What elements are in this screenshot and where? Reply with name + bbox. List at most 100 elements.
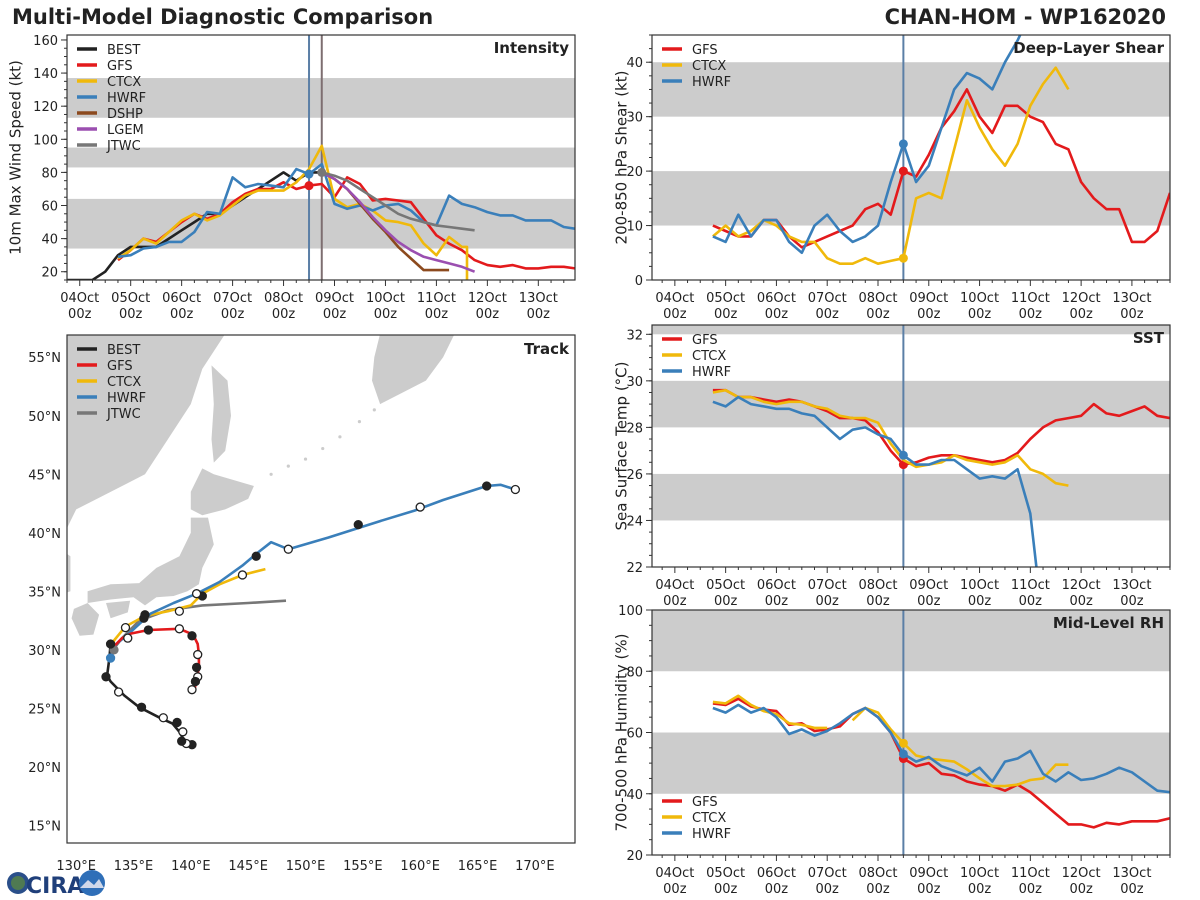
y-tick-label: 120 bbox=[33, 100, 58, 115]
y-axis-label: 200-850 hPa Shear (kt) bbox=[613, 71, 631, 245]
y-tick-label: 80 bbox=[626, 665, 643, 680]
lat-tick-label: 25°N bbox=[28, 702, 61, 717]
track-point-best bbox=[158, 713, 168, 723]
series-line-lgem bbox=[321, 171, 476, 273]
series-marker-hwrf bbox=[304, 169, 314, 179]
legend-label-ctcx: CTCX bbox=[107, 75, 141, 90]
track-point-best bbox=[178, 727, 188, 737]
island bbox=[269, 472, 273, 476]
x-tick-label: 00z bbox=[323, 307, 347, 322]
threshold-band bbox=[652, 325, 1170, 335]
x-tick-label: 12Oct bbox=[468, 291, 507, 306]
y-tick-label: 0 bbox=[635, 274, 643, 289]
panel-title: SST bbox=[1133, 329, 1165, 347]
cira-logo: CIRA bbox=[4, 868, 106, 898]
track-point-ctcx bbox=[237, 570, 248, 580]
y-tick-label: 22 bbox=[626, 561, 643, 576]
x-tick-label: 00z bbox=[765, 307, 789, 322]
x-tick-label: 06Oct bbox=[757, 866, 796, 881]
track-point-hwrf bbox=[510, 484, 521, 495]
land-polygon bbox=[190, 468, 254, 516]
land-polygon bbox=[67, 335, 225, 529]
legend-label-jtwc: JTWC bbox=[106, 407, 141, 422]
plot-area bbox=[652, 325, 1170, 567]
series-marker-hwrf bbox=[898, 749, 908, 759]
x-tick-label: 00z bbox=[527, 307, 551, 322]
x-tick-label: 00z bbox=[917, 307, 941, 322]
x-tick-label: 06Oct bbox=[162, 291, 201, 306]
track-point-hwrf bbox=[191, 589, 202, 599]
x-tick-label: 04Oct bbox=[60, 291, 99, 306]
x-tick-label: 00z bbox=[866, 882, 890, 897]
legend-label-gfs: GFS bbox=[692, 43, 718, 58]
lon-tick-label: 170°E bbox=[515, 859, 555, 874]
page-title: Multi-Model Diagnostic Comparison bbox=[12, 5, 434, 29]
threshold-band bbox=[652, 473, 1170, 521]
series-line-best bbox=[67, 171, 322, 280]
track-point-best bbox=[172, 717, 182, 728]
y-tick-label: 140 bbox=[33, 67, 58, 82]
island bbox=[357, 420, 362, 424]
x-tick-label: 00z bbox=[816, 882, 840, 897]
x-tick-label: 10Oct bbox=[960, 578, 999, 593]
island bbox=[286, 464, 290, 468]
x-tick-label: 12Oct bbox=[1062, 578, 1101, 593]
lat-tick-label: 55°N bbox=[28, 351, 61, 366]
lon-tick-label: 145°E bbox=[228, 859, 268, 874]
legend-label-jtwc: JTWC bbox=[106, 139, 141, 154]
map-area bbox=[67, 335, 521, 750]
series-line-ctcx bbox=[712, 388, 1069, 487]
track-point-best bbox=[113, 687, 124, 697]
track-point-hwrf bbox=[251, 551, 261, 561]
x-tick-label: 04Oct bbox=[655, 866, 694, 881]
island bbox=[321, 446, 325, 451]
island bbox=[303, 457, 308, 461]
track-point-best bbox=[101, 672, 111, 682]
x-tick-label: 12Oct bbox=[1062, 291, 1101, 306]
plot-area bbox=[652, 35, 1170, 280]
plot-frame bbox=[66, 34, 576, 281]
legend-label-hwrf: HWRF bbox=[692, 365, 731, 380]
series-marker-jtwc bbox=[317, 167, 327, 177]
x-tick-label: 05Oct bbox=[706, 866, 745, 881]
series-line-gfs bbox=[712, 697, 1170, 829]
legend-label-dshp: DSHP bbox=[107, 107, 143, 122]
series-line-hwrf bbox=[712, 703, 1170, 794]
legend-label-ctcx: CTCX bbox=[692, 349, 726, 364]
x-tick-label: 10Oct bbox=[366, 291, 405, 306]
x-tick-label: 00z bbox=[170, 307, 194, 322]
map-frame bbox=[66, 334, 576, 844]
legend-label-hwrf: HWRF bbox=[107, 91, 146, 106]
legend-label-ctcx: CTCX bbox=[692, 811, 726, 826]
x-tick-label: 00z bbox=[1019, 882, 1043, 897]
x-tick-label: 11Oct bbox=[1011, 291, 1050, 306]
x-tick-label: 07Oct bbox=[808, 291, 847, 306]
land-polygon bbox=[87, 517, 214, 606]
track-point-hwrf bbox=[482, 481, 492, 491]
series-marker-hwrf bbox=[898, 450, 908, 460]
x-tick-label: 00z bbox=[714, 882, 738, 897]
plot-area bbox=[67, 35, 575, 280]
y-tick-label: 30 bbox=[626, 375, 643, 390]
y-tick-label: 32 bbox=[626, 328, 643, 343]
x-tick-label: 08Oct bbox=[858, 866, 897, 881]
x-tick-label: 00z bbox=[1120, 307, 1144, 322]
track-point-gfs bbox=[174, 624, 185, 634]
y-axis-label: 10m Max Wind Speed (kt) bbox=[7, 60, 25, 255]
threshold-band bbox=[652, 62, 1170, 117]
storm-title: CHAN-HOM - WP162020 bbox=[884, 5, 1166, 29]
x-tick-label: 00z bbox=[1019, 307, 1043, 322]
track-point-ctcx bbox=[120, 622, 131, 633]
y-tick-label: 100 bbox=[618, 604, 643, 619]
x-tick-label: 09Oct bbox=[909, 866, 948, 881]
track-point-hwrf bbox=[140, 610, 150, 620]
lon-tick-label: 135°E bbox=[114, 859, 154, 874]
threshold-band bbox=[652, 380, 1170, 428]
lon-tick-label: 140°E bbox=[171, 859, 211, 874]
lat-tick-label: 50°N bbox=[28, 410, 61, 425]
x-tick-label: 05Oct bbox=[706, 578, 745, 593]
land-polygon bbox=[372, 335, 455, 405]
x-tick-label: 00z bbox=[816, 307, 840, 322]
x-tick-label: 11Oct bbox=[1011, 866, 1050, 881]
